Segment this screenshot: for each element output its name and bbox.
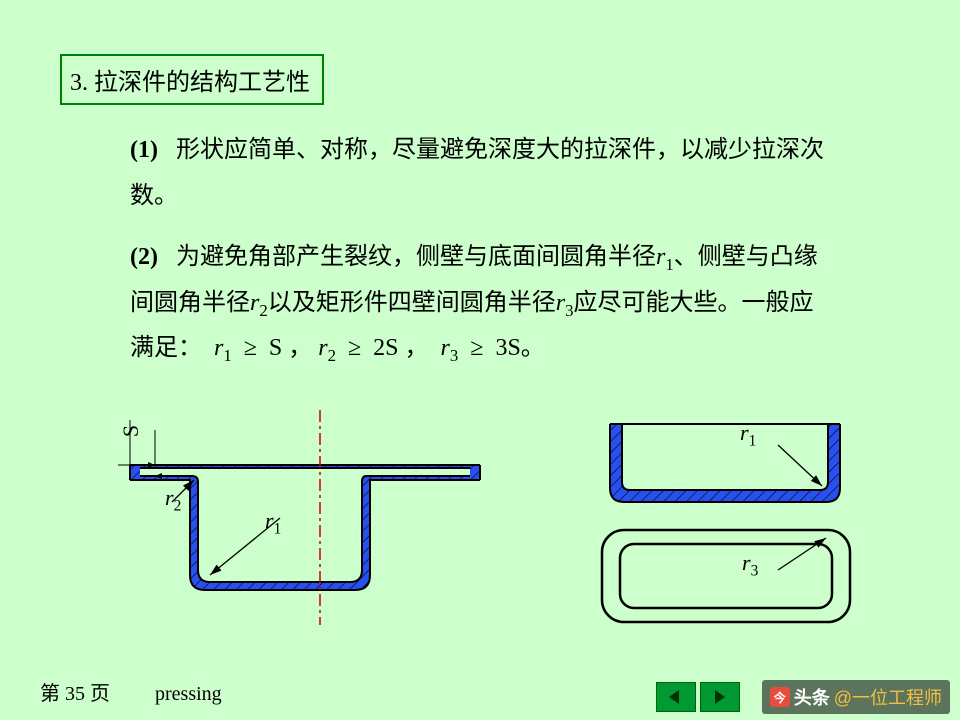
r2-sym: r2 — [250, 290, 268, 316]
nav-buttons — [656, 682, 740, 712]
diagram-area: S r2 r1 r1 r3 — [110, 410, 880, 630]
S3: 3S — [495, 335, 520, 361]
ineq-r2: r2 — [318, 335, 336, 361]
watermark-brand: 头条 — [794, 684, 830, 710]
ineq-r1: r1 — [214, 335, 232, 361]
ineq-r3: r3 — [441, 335, 459, 361]
paragraph-2: (2) 为避免角部产生裂纹，侧壁与底面间圆角半径r1、侧壁与凸缘间圆角半径r2以… — [130, 235, 830, 372]
right-top-diagram — [610, 424, 840, 502]
paragraph-1: (1) 形状应简单、对称，尽量避免深度大的拉深件，以减少拉深次数。 — [130, 128, 830, 219]
S2: 2S — [373, 335, 398, 361]
para1-text: 形状应简单、对称，尽量避免深度大的拉深件，以减少拉深次数。 — [130, 137, 824, 209]
footer: 第 35 页 pressing — [40, 677, 222, 706]
label-r2: r2 — [165, 485, 181, 515]
ge3: ≥ — [470, 335, 483, 361]
chevron-left-icon — [667, 690, 685, 704]
nav-prev-button[interactable] — [656, 682, 696, 712]
left-cup-diagram — [118, 410, 480, 625]
r1-sym: r1 — [656, 244, 674, 270]
footer-pressing: pressing — [155, 683, 222, 705]
para2-c: 以及矩形件四壁间圆角半径 — [268, 290, 556, 316]
watermark-author: @一位工程师 — [834, 684, 942, 710]
c1: ， — [282, 335, 318, 361]
section-heading: 3. 拉深件的结构工艺性 — [60, 54, 324, 105]
page-number: 第 35 页 — [40, 683, 110, 705]
diagram-svg — [110, 410, 880, 630]
para1-num: (1) — [130, 137, 158, 163]
nav-next-button[interactable] — [700, 682, 740, 712]
para2-a: 为避免角部产生裂纹，侧壁与底面间圆角半径 — [176, 244, 656, 270]
heading-text: 3. 拉深件的结构工艺性 — [70, 70, 310, 96]
right-bottom-diagram — [602, 530, 850, 622]
r3-sym: r3 — [556, 290, 574, 316]
label-r3: r3 — [742, 550, 758, 580]
c2: ， — [399, 335, 435, 361]
label-r1-left: r1 — [265, 508, 281, 538]
S1: S — [269, 335, 282, 361]
ge2: ≥ — [348, 335, 361, 361]
watermark: 今 头条 @一位工程师 — [762, 680, 950, 714]
p-end: 。 — [521, 335, 545, 361]
para2-num: (2) — [130, 244, 158, 270]
label-r1-right: r1 — [740, 420, 756, 450]
chevron-right-icon — [711, 690, 729, 704]
ge1: ≥ — [244, 335, 257, 361]
watermark-logo-icon: 今 — [770, 687, 790, 707]
label-S: S — [118, 425, 144, 437]
